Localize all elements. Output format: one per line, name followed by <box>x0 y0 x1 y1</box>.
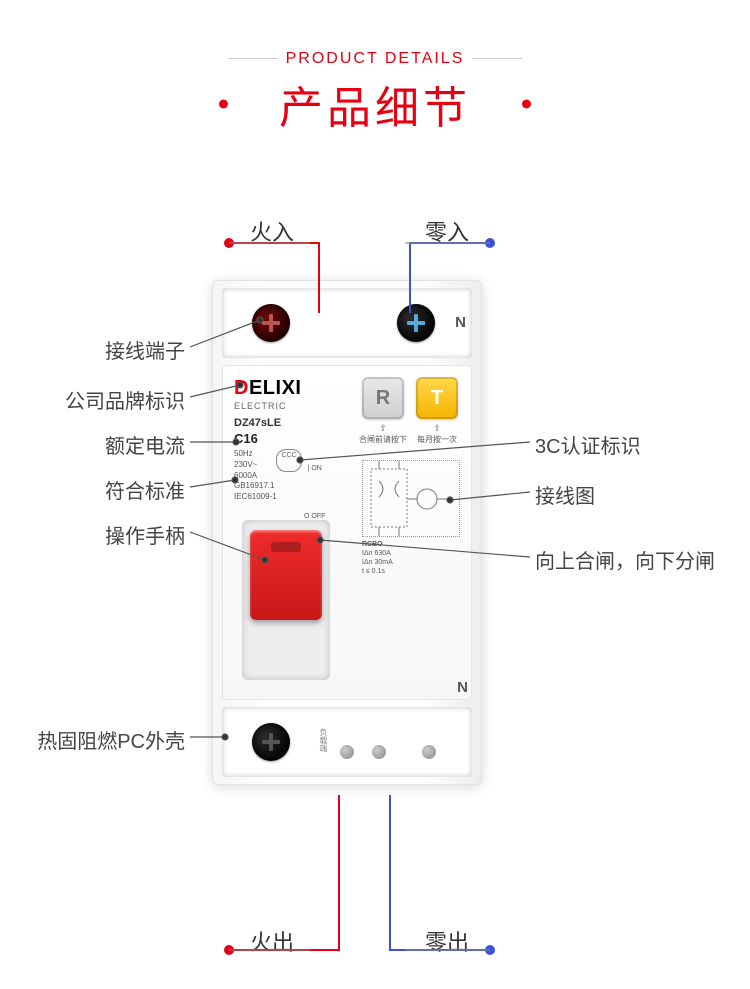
circuit-breaker: N DELIXI ELECTRIC DZ47sLE C16 50Hz230V~6… <box>212 280 482 785</box>
test-button[interactable]: T <box>416 377 458 419</box>
pin-3 <box>422 745 436 759</box>
reset-button-label: ⇧合闸前请按下 <box>358 423 408 445</box>
terminal-top: N <box>222 288 472 358</box>
wiring-diagram-text: RCBO IΔn 630A IΔn 30mA t ≤ 0.1s <box>362 540 393 576</box>
screw-top-live <box>252 304 290 342</box>
terminal-bottom: 负载端 <box>222 707 472 777</box>
n-mark-top: N <box>455 314 466 331</box>
header-title: 产品细节 <box>279 72 471 136</box>
header: PRODUCT DETAILS 产品细节 <box>0 50 750 136</box>
callout-onoff: 向上合闸，向下分闸 <box>535 545 715 574</box>
screw-top-neutral <box>397 304 435 342</box>
callout-terminal: 接线端子 <box>55 335 185 364</box>
brand-logo: DELIXI <box>234 377 301 400</box>
model-number: DZ47sLE <box>234 417 281 429</box>
pin-2 <box>372 745 386 759</box>
callout-ccc: 3C认证标识 <box>535 430 641 459</box>
bottom-small-label: 负载端 <box>318 728 329 752</box>
header-subtitle: PRODUCT DETAILS <box>0 50 750 68</box>
label-live-out: 火出 <box>250 925 294 957</box>
callout-lever: 操作手柄 <box>55 520 185 549</box>
pin-1 <box>340 745 354 759</box>
callout-wiring: 接线图 <box>535 480 595 509</box>
n-mark-face: N <box>457 679 468 696</box>
callout-standard: 符合标准 <box>55 475 185 504</box>
wiring-diagram <box>362 460 460 537</box>
label-neutral-out: 零出 <box>425 925 469 957</box>
screw-bot-1 <box>252 723 290 761</box>
callout-shell: 热固阻燃PC外壳 <box>0 725 185 754</box>
ccc-mark: CCC <box>276 449 302 472</box>
test-button-label: ⇧每月按一次 <box>412 423 462 445</box>
callout-rated: 额定电流 <box>55 430 185 459</box>
toggle-lever[interactable] <box>250 530 322 620</box>
rated-current: C16 <box>234 431 258 446</box>
callout-brand: 公司品牌标识 <box>0 385 185 414</box>
label-live-in: 火入 <box>250 215 294 247</box>
lever-slot <box>242 520 330 680</box>
label-neutral-in: 零入 <box>425 215 469 247</box>
face-plate: DELIXI ELECTRIC DZ47sLE C16 50Hz230V~600… <box>222 365 472 700</box>
on-off-marks: | ON O OFF <box>304 465 325 522</box>
spec-list: 50Hz230V~6000AGB16917.1IEC61009-1 <box>234 449 277 503</box>
reset-button[interactable]: R <box>362 377 404 419</box>
wiring-diagram-svg <box>363 461 459 536</box>
product-detail-diagram: PRODUCT DETAILS 产品细节 火入 零入 火出 零出 接线端子 公司… <box>0 0 750 989</box>
brand-sub: ELECTRIC <box>234 401 287 411</box>
